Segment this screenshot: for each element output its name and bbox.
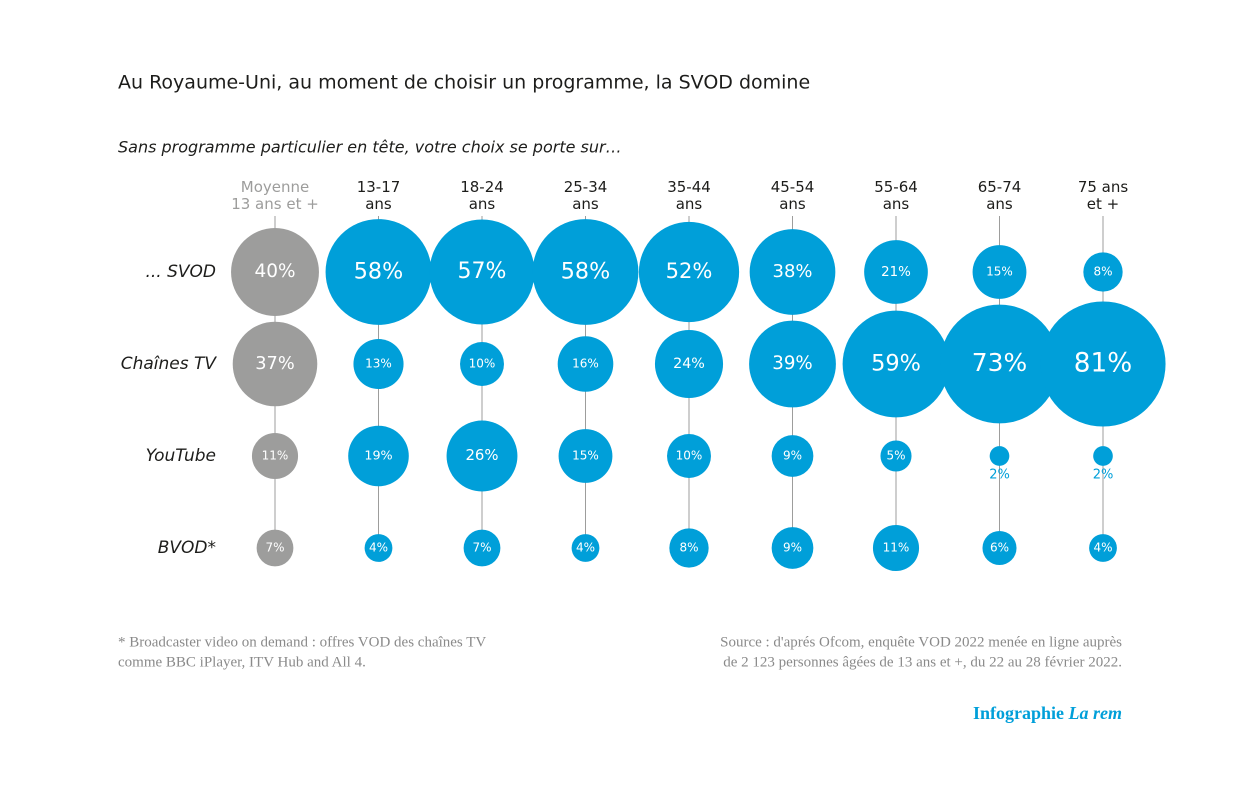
- footnote: * Broadcaster video on demand : offres V…: [118, 634, 486, 650]
- bubble: [1083, 252, 1123, 292]
- value-label: 24%: [673, 356, 705, 372]
- bubble: [771, 435, 814, 477]
- bubble: [940, 304, 1059, 424]
- bubble: [638, 221, 740, 323]
- bubble: [989, 446, 1010, 466]
- source: Source : d'aprés Ofcom, enquête VOD 2022…: [720, 634, 1122, 650]
- bubble: [446, 420, 518, 492]
- bubble: [557, 336, 614, 392]
- column-header: 13-17 ans: [357, 178, 401, 213]
- value-label: 58%: [354, 259, 403, 285]
- row-label: ... SVOD: [145, 262, 216, 282]
- bubble: [880, 440, 912, 472]
- value-label: 58%: [561, 259, 610, 285]
- bubble: [353, 338, 404, 390]
- bubble: [972, 245, 1027, 299]
- value-label: 40%: [254, 261, 295, 282]
- bubble: [532, 219, 639, 325]
- credit-text: Infographie: [973, 703, 1064, 723]
- bubble: [364, 534, 393, 562]
- bubble: [558, 429, 613, 483]
- value-label: 15%: [986, 265, 1013, 279]
- bubble: [667, 434, 711, 478]
- footnote: comme BBC iPlayer, ITV Hub and All 4.: [118, 654, 366, 670]
- column-header: 18-24 ans: [460, 178, 504, 213]
- value-label: 5%: [886, 449, 905, 463]
- value-label: 6%: [990, 541, 1009, 555]
- column-header: 65-74 ans: [978, 178, 1022, 213]
- value-label: 13%: [365, 357, 392, 371]
- bubble: [463, 529, 501, 567]
- value-label: 9%: [783, 541, 802, 555]
- chart-subtitle: Sans programme particulier en tête, votr…: [118, 138, 622, 157]
- value-label: 2%: [989, 467, 1010, 482]
- bubble: [864, 240, 928, 304]
- bubble: [669, 528, 709, 568]
- bubble: [982, 530, 1017, 566]
- bubble: [749, 320, 836, 408]
- bubble: [1040, 301, 1166, 427]
- chart-title: Au Royaume-Uni, au moment de choisir un …: [118, 72, 810, 94]
- value-label: 9%: [783, 449, 802, 463]
- value-label: 26%: [465, 446, 498, 464]
- value-label: 11%: [883, 541, 910, 555]
- bubble: [872, 524, 920, 572]
- column-header: 35-44 ans: [667, 178, 711, 213]
- value-label: 52%: [666, 258, 713, 283]
- bubble: [256, 529, 294, 567]
- value-label: 10%: [676, 449, 703, 463]
- row-label: BVOD*: [158, 538, 216, 558]
- value-label: 59%: [871, 351, 921, 377]
- bubble: [429, 219, 535, 325]
- column-header: 45-54 ans: [771, 178, 815, 213]
- bubble: [771, 527, 814, 569]
- bubble: [348, 425, 409, 487]
- value-label: 15%: [572, 449, 599, 463]
- value-label: 37%: [255, 354, 294, 374]
- value-label: 19%: [364, 448, 392, 463]
- value-label: 8%: [679, 541, 698, 555]
- value-label: 38%: [773, 261, 813, 282]
- value-label: 81%: [1074, 349, 1132, 379]
- row-label: YouTube: [146, 446, 216, 466]
- value-label: 8%: [1093, 265, 1112, 279]
- value-label: 11%: [262, 449, 289, 463]
- value-label: 10%: [469, 357, 496, 371]
- value-label: 7%: [472, 541, 491, 555]
- value-label: 21%: [881, 265, 911, 280]
- value-label: 57%: [458, 259, 507, 284]
- value-label: 4%: [1093, 541, 1112, 555]
- value-label: 73%: [972, 348, 1027, 377]
- value-label: 7%: [265, 541, 284, 555]
- value-label: 2%: [1093, 467, 1114, 482]
- source: de 2 123 personnes âgées de 13 ans et +,…: [723, 654, 1122, 670]
- column-header: 55-64 ans: [874, 178, 918, 213]
- row-label: Chaînes TV: [121, 354, 218, 374]
- bubble: [1093, 446, 1113, 466]
- bubble: [1089, 534, 1117, 562]
- bubble: [842, 310, 950, 418]
- column-header: 75 ans et +: [1078, 178, 1129, 213]
- bubble: [325, 219, 432, 325]
- bubble: [749, 229, 836, 315]
- bubble: [460, 342, 504, 386]
- value-label: 39%: [772, 353, 813, 374]
- bubble: [251, 432, 299, 480]
- column-header: 25-34 ans: [564, 178, 608, 213]
- bubble: [654, 329, 724, 399]
- bubble: [571, 534, 600, 562]
- bubble: [232, 321, 318, 407]
- credit: Infographie La rem: [973, 703, 1122, 723]
- bubble: [231, 228, 319, 316]
- value-label: 16%: [572, 357, 599, 371]
- value-label: 4%: [369, 541, 388, 555]
- value-label: 4%: [576, 541, 595, 555]
- column-header: Moyenne 13 ans et +: [231, 178, 319, 213]
- credit-emphasis: La rem: [1068, 703, 1123, 723]
